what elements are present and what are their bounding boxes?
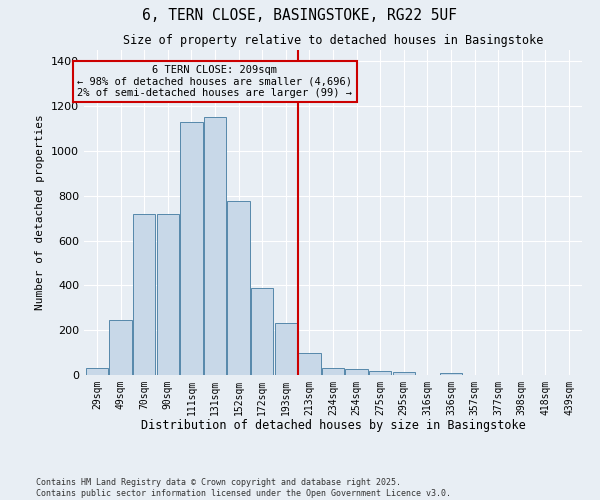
- Bar: [440, 373, 462, 375]
- Bar: [157, 214, 179, 375]
- Bar: [322, 368, 344, 375]
- Bar: [392, 372, 415, 375]
- Bar: [369, 370, 391, 375]
- Bar: [133, 214, 155, 375]
- Bar: [227, 202, 250, 375]
- Text: Contains HM Land Registry data © Crown copyright and database right 2025.
Contai: Contains HM Land Registry data © Crown c…: [36, 478, 451, 498]
- Bar: [86, 368, 108, 375]
- Y-axis label: Number of detached properties: Number of detached properties: [35, 114, 46, 310]
- X-axis label: Distribution of detached houses by size in Basingstoke: Distribution of detached houses by size …: [140, 420, 526, 432]
- Text: 6, TERN CLOSE, BASINGSTOKE, RG22 5UF: 6, TERN CLOSE, BASINGSTOKE, RG22 5UF: [143, 8, 458, 22]
- Bar: [346, 370, 368, 375]
- Bar: [204, 117, 226, 375]
- Text: 6 TERN CLOSE: 209sqm
← 98% of detached houses are smaller (4,696)
2% of semi-det: 6 TERN CLOSE: 209sqm ← 98% of detached h…: [77, 65, 352, 98]
- Bar: [275, 324, 297, 375]
- Title: Size of property relative to detached houses in Basingstoke: Size of property relative to detached ho…: [123, 34, 543, 48]
- Bar: [180, 122, 203, 375]
- Bar: [109, 320, 132, 375]
- Bar: [298, 352, 320, 375]
- Bar: [251, 288, 274, 375]
